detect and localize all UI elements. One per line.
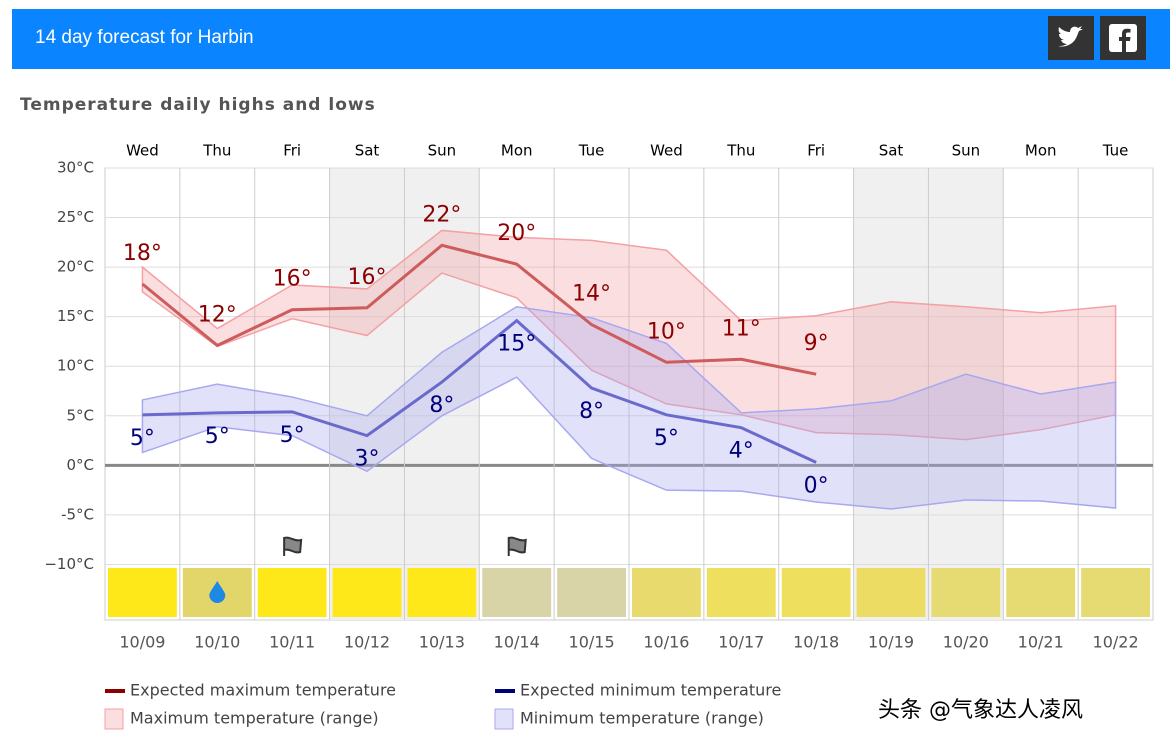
date-label: 10/22 (1093, 633, 1139, 652)
weather-tile (1081, 568, 1150, 617)
date-label: 10/09 (119, 633, 165, 652)
y-tick-label: 10°C (57, 357, 94, 375)
legend-swatch (104, 708, 124, 730)
legend-label: Maximum temperature (range) (130, 709, 379, 728)
weather-tile (1006, 568, 1076, 617)
date-label: 10/17 (718, 633, 764, 652)
data-label: 12° (198, 302, 237, 327)
data-label: 20° (497, 221, 536, 246)
data-label: 3° (355, 447, 380, 472)
x-tick-label: Thu (726, 142, 755, 160)
x-tick-label: Sat (879, 142, 904, 160)
weather-tile (706, 568, 776, 617)
legend-label: Minimum temperature (range) (520, 709, 764, 728)
data-label: 5° (205, 424, 230, 449)
x-tick-label: Tue (578, 142, 605, 160)
y-tick-label: 5°C (66, 406, 94, 424)
x-tick-label: Fri (283, 142, 301, 160)
data-label: 11° (722, 316, 761, 341)
x-tick-label: Tue (1102, 142, 1129, 160)
data-label: 8° (429, 393, 454, 418)
date-label: 10/20 (943, 633, 989, 652)
date-label: 10/13 (419, 633, 465, 652)
x-tick-label: Mon (501, 142, 533, 160)
y-tick-label: 30°C (57, 159, 94, 177)
weather-tile (482, 568, 552, 617)
weather-tile (557, 568, 626, 617)
range-area (141, 305, 1117, 510)
x-tick-label: Sun (428, 142, 457, 160)
x-tick-label: Wed (126, 142, 159, 160)
line (142, 318, 817, 464)
watermark: 头条 @气象达人凌风 (878, 698, 1083, 723)
date-label: 10/19 (868, 633, 914, 652)
weather-tile (931, 568, 1001, 617)
weather-tile (108, 568, 177, 617)
date-label: 10/15 (569, 633, 615, 652)
wind-icon (283, 536, 303, 556)
header: 14 day forecast for Harbin (12, 9, 1170, 69)
x-tick-label: Thu (202, 142, 231, 160)
x-tick-label: Fri (807, 142, 825, 160)
data-label: 18° (123, 241, 162, 266)
data-label: 8° (579, 399, 604, 424)
data-label: 16° (348, 265, 387, 290)
y-tick-label: 25°C (57, 208, 94, 226)
chart-title: Temperature daily highs and lows (20, 95, 376, 115)
data-label: 0° (804, 473, 829, 498)
legend-label: Expected minimum temperature (520, 681, 781, 700)
date-label: 10/11 (269, 633, 315, 652)
x-tick-label: Mon (1025, 142, 1057, 160)
twitter-icon (1058, 26, 1083, 47)
date-label: 10/18 (793, 633, 839, 652)
weather-tile (257, 568, 327, 617)
line (141, 243, 817, 376)
data-label: 10° (647, 319, 686, 344)
header-title: 14 day forecast for Harbin (35, 27, 254, 48)
y-tick-label: −10°C (44, 555, 94, 573)
legend-swatch (494, 708, 514, 730)
y-tick-label: 15°C (57, 307, 94, 325)
data-label: 5° (130, 426, 155, 451)
weather-tile (781, 568, 851, 617)
date-label: 10/14 (494, 633, 540, 652)
data-label: 5° (280, 423, 305, 448)
date-label: 10/16 (643, 633, 689, 652)
date-label: 10/21 (1018, 633, 1064, 652)
rain-icon (209, 581, 226, 603)
data-label: 22° (422, 202, 461, 227)
weekend-shade (404, 168, 480, 620)
facebook-button[interactable] (1100, 16, 1146, 60)
date-label: 10/10 (194, 633, 240, 652)
weather-tile (332, 568, 402, 617)
x-tick-label: Sun (952, 142, 981, 160)
y-tick-label: -5°C (61, 505, 94, 523)
weekend-shade (928, 168, 1004, 620)
data-label: 4° (729, 439, 754, 464)
data-label: 9° (804, 331, 829, 356)
legend-label: Expected maximum temperature (130, 681, 396, 700)
x-tick-label: Wed (650, 142, 683, 160)
data-label: 14° (572, 282, 611, 307)
x-tick-label: Sat (355, 142, 380, 160)
data-label: 5° (654, 426, 679, 451)
y-tick-label: 0°C (66, 456, 94, 474)
twitter-button[interactable] (1048, 16, 1094, 60)
weather-tile (856, 568, 926, 617)
wind-icon (507, 536, 527, 556)
y-tick-label: 20°C (57, 258, 94, 276)
data-label: 15° (497, 332, 536, 357)
date-label: 10/12 (344, 633, 390, 652)
weather-tile (407, 568, 477, 617)
facebook-icon (1109, 24, 1137, 52)
weekend-shade (853, 168, 929, 620)
weather-tile (632, 568, 701, 617)
data-label: 16° (273, 267, 312, 292)
